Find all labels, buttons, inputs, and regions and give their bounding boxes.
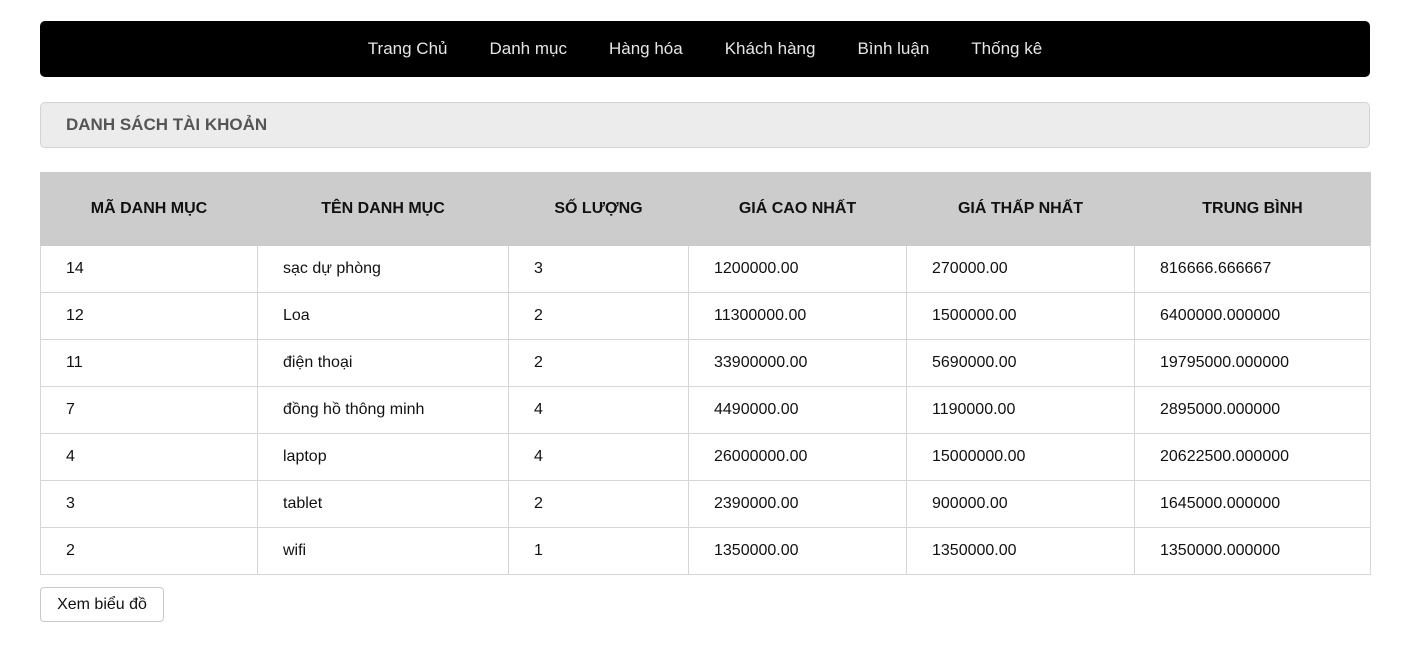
table-row: 14 sạc dự phòng 3 1200000.00 270000.00 8… xyxy=(40,245,1371,293)
cell-category-name: điện thoại xyxy=(257,339,509,387)
cell-max-price: 26000000.00 xyxy=(688,433,907,481)
statistics-table: MÃ DANH MỤC TÊN DANH MỤC SỐ LƯỢNG GIÁ CA… xyxy=(40,172,1371,575)
column-header-category-id: MÃ DANH MỤC xyxy=(40,172,258,246)
cell-average: 1350000.000000 xyxy=(1134,527,1371,575)
cell-category-name: đồng hồ thông minh xyxy=(257,386,509,434)
cell-average: 20622500.000000 xyxy=(1134,433,1371,481)
cell-quantity: 3 xyxy=(508,245,689,293)
column-header-quantity: SỐ LƯỢNG xyxy=(508,172,689,246)
cell-average: 6400000.000000 xyxy=(1134,292,1371,340)
cell-category-name: laptop xyxy=(257,433,509,481)
nav-link-comments[interactable]: Bình luận xyxy=(857,39,930,58)
cell-min-price: 5690000.00 xyxy=(906,339,1135,387)
nav-link-categories[interactable]: Danh mục xyxy=(489,39,567,58)
table-row: 3 tablet 2 2390000.00 900000.00 1645000.… xyxy=(40,480,1371,528)
cell-min-price: 900000.00 xyxy=(906,480,1135,528)
cell-category-id: 12 xyxy=(40,292,258,340)
cell-min-price: 15000000.00 xyxy=(906,433,1135,481)
cell-category-id: 11 xyxy=(40,339,258,387)
cell-category-id: 2 xyxy=(40,527,258,575)
cell-quantity: 1 xyxy=(508,527,689,575)
cell-category-id: 7 xyxy=(40,386,258,434)
cell-category-name: tablet xyxy=(257,480,509,528)
cell-min-price: 1500000.00 xyxy=(906,292,1135,340)
nav-link-home[interactable]: Trang Chủ xyxy=(367,39,448,58)
column-header-category-name: TÊN DANH MỤC xyxy=(257,172,509,246)
table-row: 12 Loa 2 11300000.00 1500000.00 6400000.… xyxy=(40,292,1371,340)
cell-quantity: 4 xyxy=(508,433,689,481)
column-header-min-price: GIÁ THẤP NHẤT xyxy=(906,172,1135,246)
cell-quantity: 4 xyxy=(508,386,689,434)
cell-category-name: wifi xyxy=(257,527,509,575)
cell-max-price: 1200000.00 xyxy=(688,245,907,293)
table-header-row: MÃ DANH MỤC TÊN DANH MỤC SỐ LƯỢNG GIÁ CA… xyxy=(40,172,1371,246)
table-row: 7 đồng hồ thông minh 4 4490000.00 119000… xyxy=(40,386,1371,434)
cell-min-price: 270000.00 xyxy=(906,245,1135,293)
nav-link-statistics[interactable]: Thống kê xyxy=(971,39,1043,58)
cell-average: 19795000.000000 xyxy=(1134,339,1371,387)
table-row: 11 điện thoại 2 33900000.00 5690000.00 1… xyxy=(40,339,1371,387)
cell-average: 2895000.000000 xyxy=(1134,386,1371,434)
cell-min-price: 1190000.00 xyxy=(906,386,1135,434)
cell-max-price: 33900000.00 xyxy=(688,339,907,387)
view-chart-button[interactable]: Xem biểu đồ xyxy=(40,587,164,622)
cell-max-price: 2390000.00 xyxy=(688,480,907,528)
cell-category-name: sạc dự phòng xyxy=(257,245,509,293)
cell-average: 1645000.000000 xyxy=(1134,480,1371,528)
table-row: 2 wifi 1 1350000.00 1350000.00 1350000.0… xyxy=(40,527,1371,575)
cell-max-price: 1350000.00 xyxy=(688,527,907,575)
cell-max-price: 11300000.00 xyxy=(688,292,907,340)
top-navbar: Trang Chủ Danh mục Hàng hóa Khách hàng B… xyxy=(40,21,1370,77)
cell-quantity: 2 xyxy=(508,292,689,340)
nav-link-customers[interactable]: Khách hàng xyxy=(724,39,816,58)
cell-average: 816666.666667 xyxy=(1134,245,1371,293)
table-row: 4 laptop 4 26000000.00 15000000.00 20622… xyxy=(40,433,1371,481)
section-title: DANH SÁCH TÀI KHOẢN xyxy=(40,102,1370,148)
column-header-average: TRUNG BÌNH xyxy=(1134,172,1371,246)
cell-category-name: Loa xyxy=(257,292,509,340)
cell-quantity: 2 xyxy=(508,480,689,528)
cell-category-id: 14 xyxy=(40,245,258,293)
nav-link-products[interactable]: Hàng hóa xyxy=(608,39,683,58)
cell-max-price: 4490000.00 xyxy=(688,386,907,434)
column-header-max-price: GIÁ CAO NHẤT xyxy=(688,172,907,246)
cell-quantity: 2 xyxy=(508,339,689,387)
cell-category-id: 3 xyxy=(40,480,258,528)
cell-min-price: 1350000.00 xyxy=(906,527,1135,575)
cell-category-id: 4 xyxy=(40,433,258,481)
